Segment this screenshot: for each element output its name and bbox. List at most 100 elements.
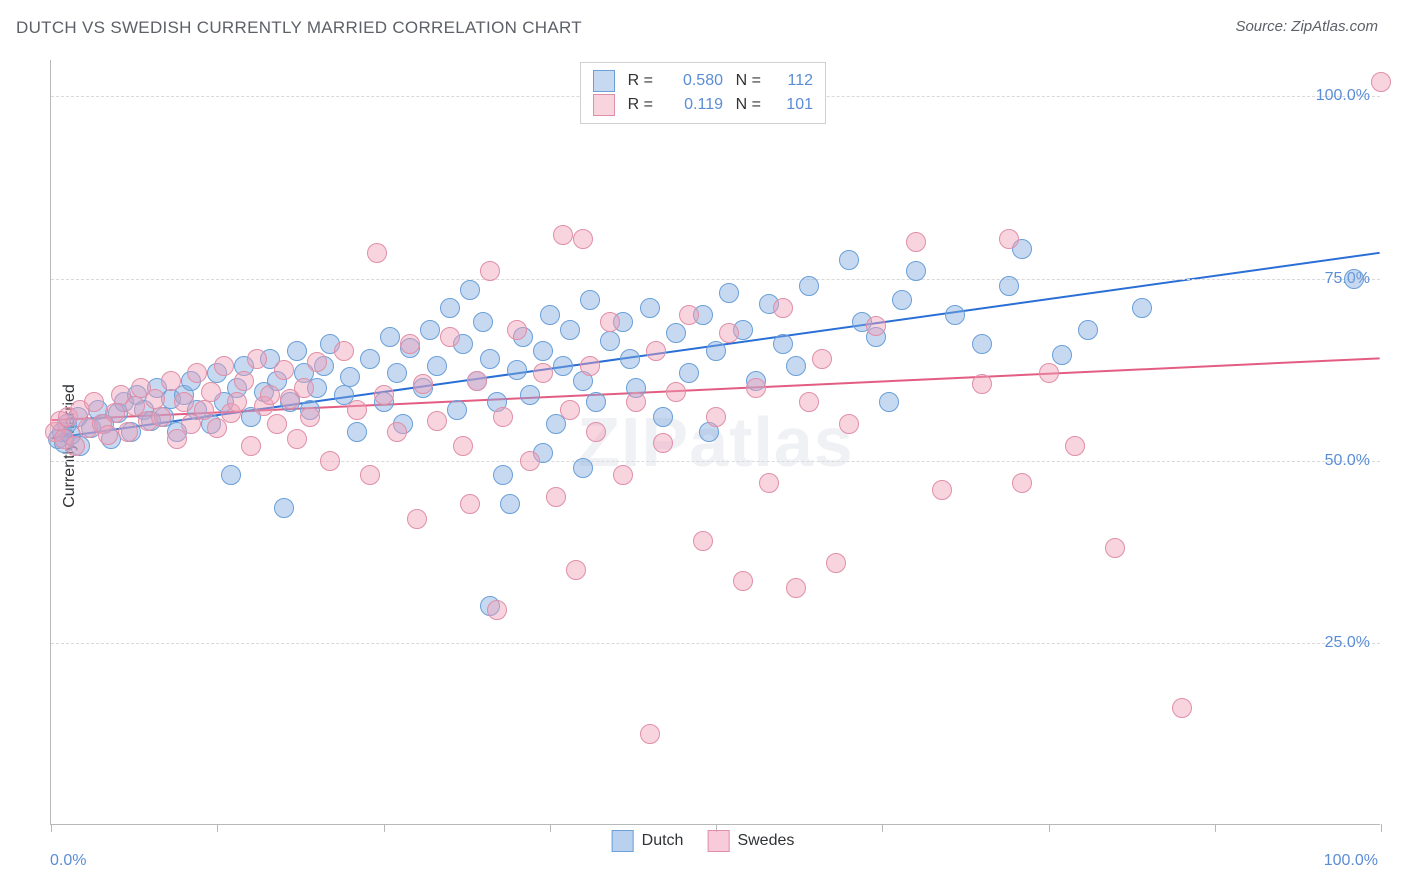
scatter-point xyxy=(201,382,221,402)
scatter-point xyxy=(566,560,586,580)
legend-n-label: N = xyxy=(733,96,761,114)
scatter-point xyxy=(440,327,460,347)
scatter-point xyxy=(866,316,886,336)
scatter-point xyxy=(773,298,793,318)
scatter-point xyxy=(812,349,832,369)
scatter-point xyxy=(553,356,573,376)
y-tick-label: 25.0% xyxy=(1325,634,1370,652)
scatter-point xyxy=(560,320,580,340)
chart-title: DUTCH VS SWEDISH CURRENTLY MARRIED CORRE… xyxy=(16,18,582,38)
scatter-point xyxy=(440,298,460,318)
scatter-point xyxy=(387,363,407,383)
legend-swatch xyxy=(707,830,729,852)
x-axis-label-min: 0.0% xyxy=(50,852,86,870)
scatter-point xyxy=(453,436,473,456)
scatter-point xyxy=(427,411,447,431)
scatter-point xyxy=(447,400,467,420)
scatter-point xyxy=(679,305,699,325)
scatter-point xyxy=(214,356,234,376)
scatter-point xyxy=(1078,320,1098,340)
scatter-point xyxy=(1344,269,1364,289)
scatter-point xyxy=(1012,473,1032,493)
scatter-point xyxy=(972,334,992,354)
scatter-point xyxy=(194,400,214,420)
scatter-point xyxy=(839,250,859,270)
scatter-point xyxy=(480,349,500,369)
gridline xyxy=(51,279,1380,280)
scatter-point xyxy=(420,320,440,340)
scatter-point xyxy=(187,363,207,383)
scatter-point xyxy=(500,494,520,514)
chart-container: DUTCH VS SWEDISH CURRENTLY MARRIED CORRE… xyxy=(0,0,1406,892)
scatter-point xyxy=(1132,298,1152,318)
scatter-point xyxy=(387,422,407,442)
scatter-point xyxy=(407,509,427,529)
legend-r-label: R = xyxy=(625,96,653,114)
scatter-point xyxy=(480,261,500,281)
scatter-point xyxy=(826,553,846,573)
legend-r-value: 0.580 xyxy=(663,72,723,90)
scatter-point xyxy=(400,334,420,354)
scatter-point xyxy=(799,276,819,296)
scatter-point xyxy=(380,327,400,347)
scatter-point xyxy=(427,356,447,376)
gridline xyxy=(51,643,1380,644)
scatter-point xyxy=(666,382,686,402)
scatter-point xyxy=(580,356,600,376)
y-tick-label: 100.0% xyxy=(1316,87,1370,105)
scatter-point xyxy=(600,312,620,332)
x-tick-mark xyxy=(384,824,385,832)
scatter-point xyxy=(613,465,633,485)
scatter-point xyxy=(546,487,566,507)
scatter-point xyxy=(679,363,699,383)
scatter-point xyxy=(653,433,673,453)
y-tick-label: 50.0% xyxy=(1325,452,1370,470)
scatter-point xyxy=(945,305,965,325)
scatter-point xyxy=(347,400,367,420)
scatter-point xyxy=(300,407,320,427)
scatter-point xyxy=(487,600,507,620)
legend-item-label: Swedes xyxy=(737,832,794,850)
x-tick-mark xyxy=(51,824,52,832)
scatter-point xyxy=(84,392,104,412)
legend-stats: R =0.580N =112R =0.119N =101 xyxy=(580,62,826,124)
legend-item: Dutch xyxy=(612,830,684,852)
scatter-point xyxy=(1052,345,1072,365)
scatter-point xyxy=(540,305,560,325)
scatter-point xyxy=(799,392,819,412)
scatter-point xyxy=(118,422,138,442)
scatter-point xyxy=(520,385,540,405)
scatter-point xyxy=(999,229,1019,249)
x-tick-mark xyxy=(1215,824,1216,832)
legend-swatch xyxy=(612,830,634,852)
scatter-point xyxy=(241,436,261,456)
scatter-point xyxy=(906,232,926,252)
scatter-point xyxy=(560,400,580,420)
scatter-point xyxy=(1065,436,1085,456)
scatter-point xyxy=(413,374,433,394)
scatter-point xyxy=(374,385,394,405)
source-attribution: Source: ZipAtlas.com xyxy=(1235,18,1378,35)
legend-series: Dutch Swedes xyxy=(612,830,795,852)
scatter-point xyxy=(340,367,360,387)
legend-r-label: R = xyxy=(625,72,653,90)
scatter-point xyxy=(274,360,294,380)
scatter-point xyxy=(460,494,480,514)
scatter-point xyxy=(972,374,992,394)
scatter-point xyxy=(533,363,553,383)
scatter-point xyxy=(533,341,553,361)
scatter-point xyxy=(773,334,793,354)
scatter-point xyxy=(733,571,753,591)
scatter-point xyxy=(493,465,513,485)
scatter-point xyxy=(666,323,686,343)
scatter-point xyxy=(646,341,666,361)
scatter-point xyxy=(719,283,739,303)
scatter-point xyxy=(493,407,513,427)
scatter-point xyxy=(1371,72,1391,92)
scatter-point xyxy=(507,360,527,380)
scatter-point xyxy=(460,280,480,300)
scatter-point xyxy=(65,436,85,456)
scatter-point xyxy=(706,407,726,427)
scatter-point xyxy=(573,229,593,249)
scatter-point xyxy=(467,371,487,391)
